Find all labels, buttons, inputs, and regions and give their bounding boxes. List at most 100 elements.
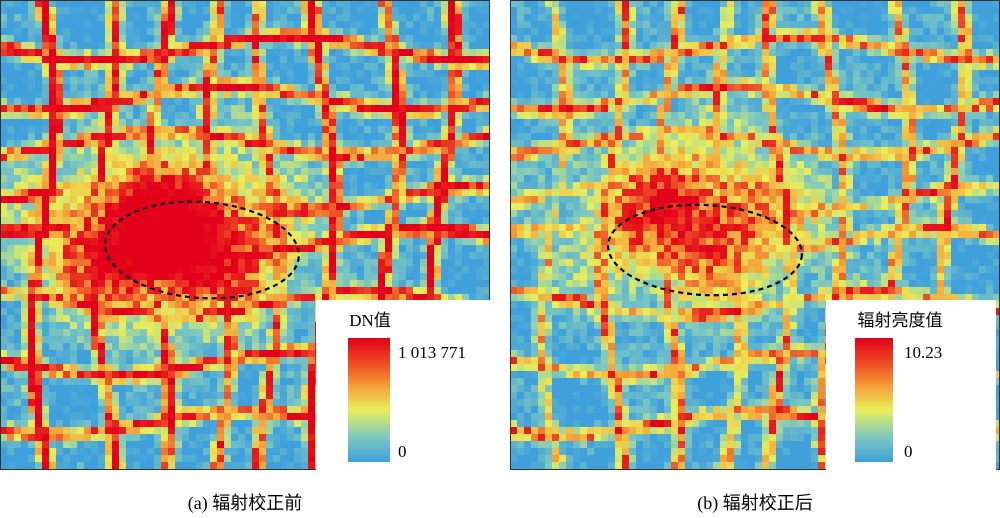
pixel [301, 266, 308, 273]
pixel [413, 56, 420, 63]
pixel [273, 441, 280, 448]
pixel [210, 343, 217, 350]
pixel [888, 0, 895, 7]
pixel [545, 14, 552, 21]
pixel [161, 301, 168, 308]
pixel [161, 392, 168, 399]
pixel [84, 119, 91, 126]
pixel [343, 105, 350, 112]
pixel [224, 105, 231, 112]
pixel [168, 98, 175, 105]
pixel [63, 294, 70, 301]
pixel [455, 273, 462, 280]
pixel [483, 280, 490, 287]
pixel [140, 161, 147, 168]
pixel [168, 91, 175, 98]
pixel [329, 91, 336, 98]
pixel [524, 14, 531, 21]
pixel [140, 245, 147, 252]
pixel [161, 63, 168, 70]
pixel [245, 77, 252, 84]
pixel [252, 168, 259, 175]
pixel [371, 91, 378, 98]
pixel [238, 336, 245, 343]
pixel [972, 14, 979, 21]
pixel [77, 133, 84, 140]
pixel [294, 217, 301, 224]
pixel [84, 224, 91, 231]
pixel [259, 301, 266, 308]
pixel [462, 140, 469, 147]
pixel [336, 35, 343, 42]
pixel [259, 371, 266, 378]
pixel [140, 84, 147, 91]
pixel [308, 217, 315, 224]
pixel [112, 315, 119, 322]
pixel [420, 217, 427, 224]
pixel [287, 84, 294, 91]
pixel [147, 49, 154, 56]
pixel [35, 49, 42, 56]
pixel [28, 469, 35, 470]
pixel [462, 182, 469, 189]
pixel [385, 231, 392, 238]
pixel [21, 56, 28, 63]
pixel [476, 77, 483, 84]
pixel [14, 315, 21, 322]
pixel [182, 231, 189, 238]
pixel [21, 231, 28, 238]
pixel [84, 56, 91, 63]
pixel [245, 203, 252, 210]
pixel [70, 63, 77, 70]
pixel [161, 119, 168, 126]
pixel [112, 21, 119, 28]
pixel [287, 308, 294, 315]
pixel [91, 14, 98, 21]
pixel [105, 259, 112, 266]
pixel [224, 259, 231, 266]
pixel [259, 7, 266, 14]
pixel [63, 7, 70, 14]
pixel [420, 182, 427, 189]
pixel [224, 231, 231, 238]
pixel [49, 385, 56, 392]
pixel [238, 301, 245, 308]
pixel [203, 273, 210, 280]
pixel [161, 91, 168, 98]
pixel [245, 308, 252, 315]
pixel [231, 378, 238, 385]
pixel [916, 14, 923, 21]
pixel [650, 14, 657, 21]
pixel [49, 238, 56, 245]
pixel [308, 91, 315, 98]
pixel [322, 245, 329, 252]
pixel [56, 371, 63, 378]
pixel [56, 469, 63, 470]
pixel [35, 63, 42, 70]
pixel [308, 350, 315, 357]
pixel [91, 294, 98, 301]
pixel [874, 7, 881, 14]
pixel [210, 119, 217, 126]
pixel [545, 7, 552, 14]
pixel [755, 7, 762, 14]
pixel [266, 217, 273, 224]
pixel [126, 322, 133, 329]
pixel [259, 420, 266, 427]
pixel [28, 378, 35, 385]
pixel [63, 28, 70, 35]
pixel [175, 441, 182, 448]
pixel [259, 105, 266, 112]
pixel [203, 329, 210, 336]
pixel [294, 392, 301, 399]
pixel [455, 14, 462, 21]
pixel [119, 441, 126, 448]
pixel [175, 280, 182, 287]
pixel [154, 315, 161, 322]
pixel [336, 469, 343, 470]
pixel [175, 126, 182, 133]
pixel [0, 189, 7, 196]
pixel [825, 7, 832, 14]
pixel [392, 189, 399, 196]
pixel [231, 35, 238, 42]
